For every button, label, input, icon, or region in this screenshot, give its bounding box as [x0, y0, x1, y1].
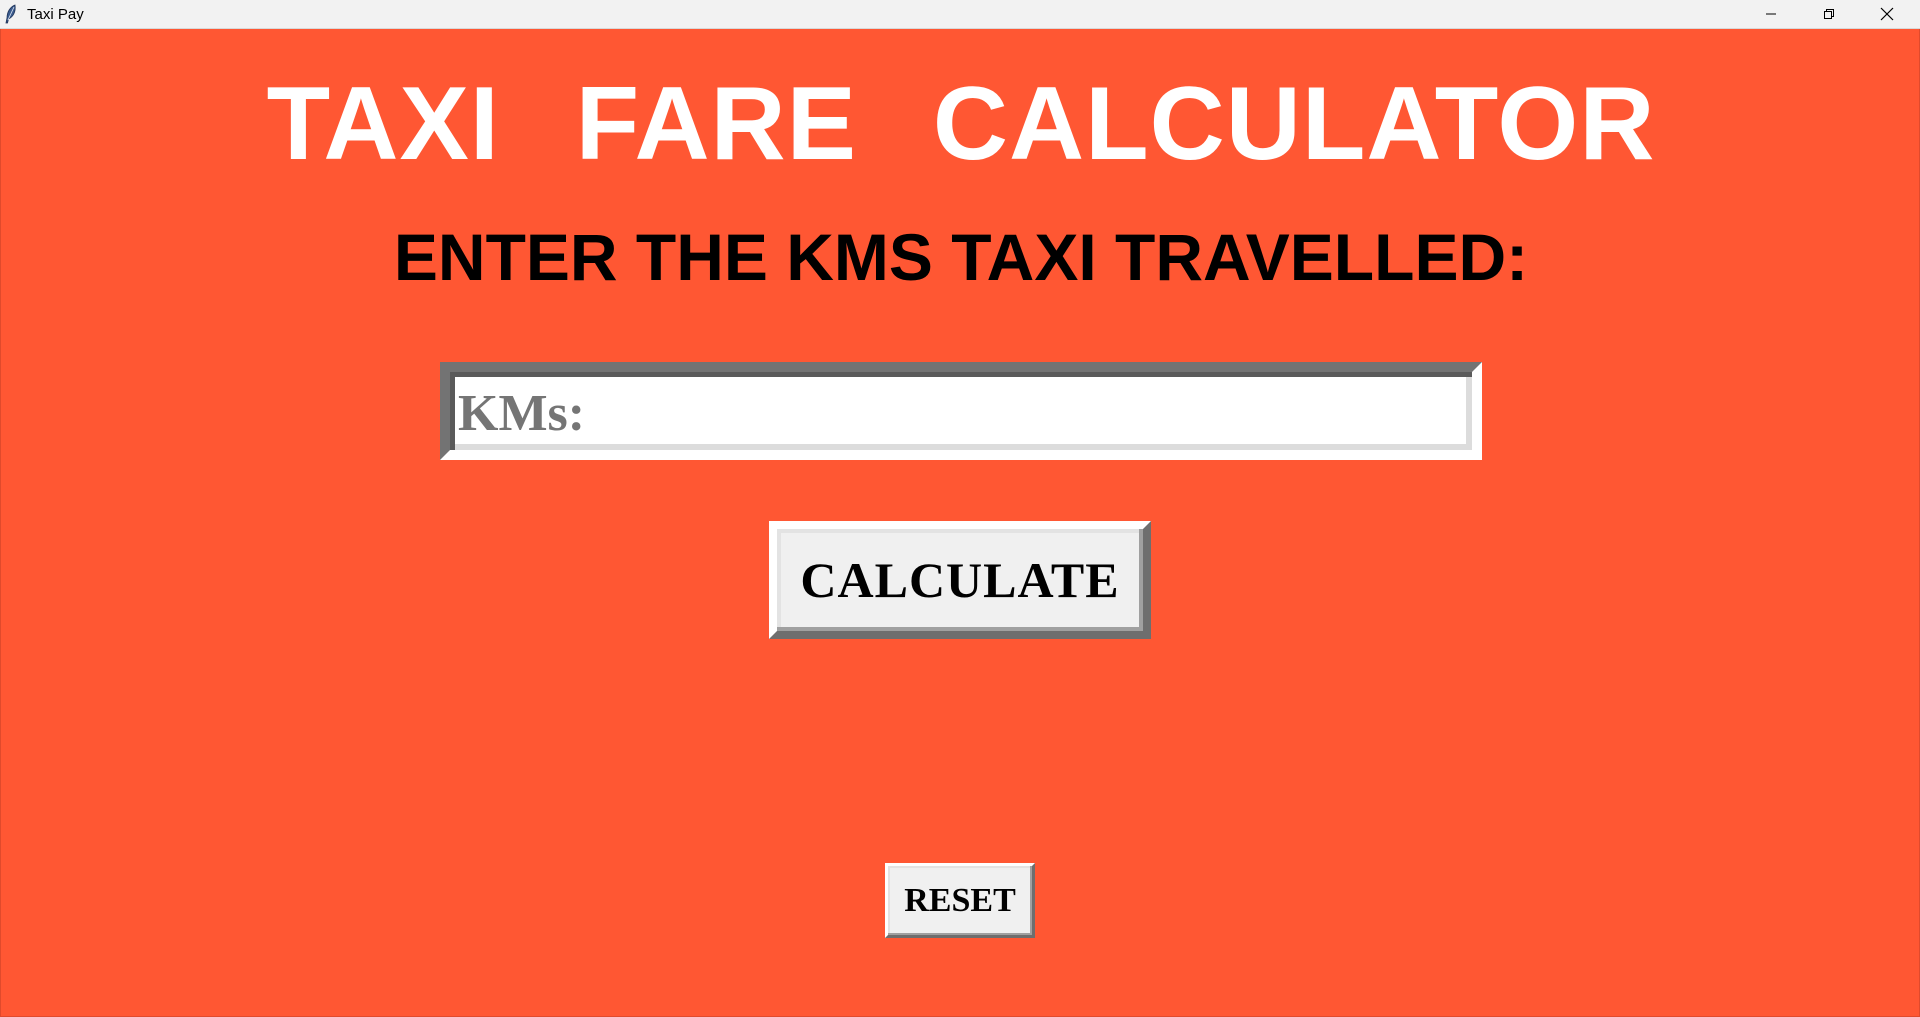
restore-icon: [1824, 9, 1834, 19]
close-button[interactable]: [1858, 0, 1916, 28]
restore-button[interactable]: [1800, 0, 1858, 28]
kms-entry-frame: [440, 362, 1482, 460]
feather-icon: [5, 4, 16, 24]
minimize-button[interactable]: [1742, 0, 1800, 28]
calculate-button[interactable]: CALCULATE: [769, 521, 1151, 639]
kms-input[interactable]: [458, 378, 1458, 448]
kms-prompt-label: ENTER THE KMS TAXI TRAVELLED:: [393, 220, 1529, 294]
content-area: TAXI FARE CALCULATOR ENTER THE KMS TAXI …: [0, 29, 1920, 1017]
reset-button[interactable]: RESET: [885, 863, 1035, 938]
window-title: Taxi Pay: [27, 6, 84, 23]
minimize-icon: [1766, 13, 1776, 15]
title-bar[interactable]: Taxi Pay: [0, 0, 1920, 29]
page-title: TAXI FARE CALCULATOR: [266, 66, 1656, 182]
close-icon: [1880, 7, 1894, 21]
